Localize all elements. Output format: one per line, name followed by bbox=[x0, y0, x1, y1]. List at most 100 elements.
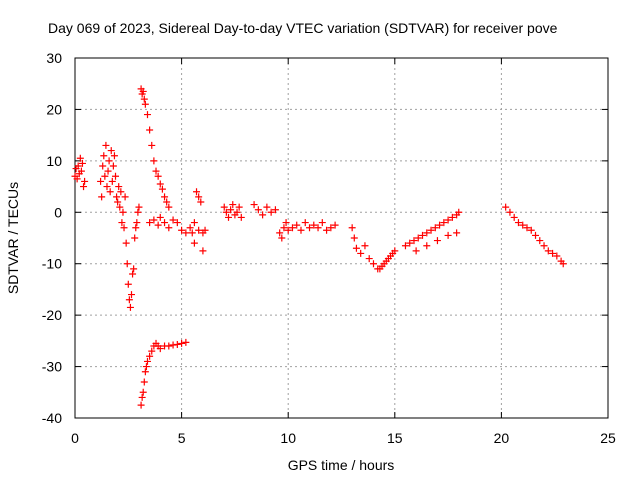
data-point bbox=[120, 224, 128, 232]
data-point bbox=[148, 141, 156, 149]
data-point bbox=[263, 203, 271, 211]
data-point bbox=[559, 260, 567, 268]
data-point bbox=[233, 208, 241, 216]
x-tick-label: 0 bbox=[71, 430, 79, 446]
data-point bbox=[297, 226, 305, 234]
data-point bbox=[301, 219, 309, 227]
data-point bbox=[532, 231, 540, 239]
data-point bbox=[440, 219, 448, 227]
data-point bbox=[182, 338, 190, 346]
data-point bbox=[156, 213, 164, 221]
chart-title: Day 069 of 2023, Sidereal Day-to-day VTE… bbox=[48, 20, 558, 36]
data-point bbox=[78, 159, 86, 167]
data-point bbox=[549, 249, 557, 257]
data-point bbox=[427, 226, 435, 234]
y-tick-label: -40 bbox=[42, 410, 62, 426]
data-point bbox=[76, 154, 84, 162]
data-point bbox=[235, 203, 243, 211]
y-axis-label: SDTVAR / TECUs bbox=[5, 182, 21, 294]
y-tick-label: 30 bbox=[46, 50, 62, 66]
data-point bbox=[365, 255, 373, 263]
data-point bbox=[419, 231, 427, 239]
data-point bbox=[284, 226, 292, 234]
data-point bbox=[195, 193, 203, 201]
data-point bbox=[112, 172, 120, 180]
data-point bbox=[201, 226, 209, 234]
data-point bbox=[433, 237, 441, 245]
data-point bbox=[282, 219, 290, 227]
data-point bbox=[152, 167, 160, 175]
data-point bbox=[544, 247, 552, 255]
data-point bbox=[190, 219, 198, 227]
data-point bbox=[423, 242, 431, 250]
data-point bbox=[143, 111, 151, 119]
data-point bbox=[74, 162, 82, 170]
data-point bbox=[348, 224, 356, 232]
data-point bbox=[137, 401, 145, 409]
data-point bbox=[115, 183, 123, 191]
x-axis-label: GPS time / hours bbox=[288, 457, 395, 473]
y-tick-labels: 30 20 10 0 -10 -20 -30 -40 bbox=[42, 50, 62, 426]
data-point bbox=[406, 239, 414, 247]
data-point bbox=[156, 180, 164, 188]
data-point bbox=[126, 303, 134, 311]
data-point bbox=[536, 237, 544, 245]
data-point bbox=[156, 345, 164, 353]
data-point bbox=[271, 206, 279, 214]
data-point bbox=[410, 237, 418, 245]
data-point bbox=[293, 221, 301, 229]
data-point bbox=[431, 224, 439, 232]
data-point bbox=[199, 247, 207, 255]
data-point bbox=[150, 216, 158, 224]
data-point bbox=[173, 340, 181, 348]
data-point bbox=[357, 249, 365, 257]
data-point bbox=[250, 201, 258, 209]
chart-grid bbox=[75, 58, 608, 418]
x-tick-label: 5 bbox=[178, 430, 186, 446]
data-point bbox=[77, 167, 85, 175]
data-point bbox=[314, 224, 322, 232]
data-point bbox=[276, 229, 284, 237]
x-tick-label: 25 bbox=[600, 430, 616, 446]
y-tick-label: -20 bbox=[42, 307, 62, 323]
data-point bbox=[161, 219, 169, 227]
data-point bbox=[102, 141, 110, 149]
data-point bbox=[444, 216, 452, 224]
data-point bbox=[553, 252, 561, 260]
data-point bbox=[80, 183, 88, 191]
data-point bbox=[237, 213, 245, 221]
data-point bbox=[278, 234, 286, 242]
data-point bbox=[129, 270, 137, 278]
data-point bbox=[173, 219, 181, 227]
data-point bbox=[148, 347, 156, 355]
data-point bbox=[81, 177, 89, 185]
data-point bbox=[436, 221, 444, 229]
data-point bbox=[391, 247, 399, 255]
data-point bbox=[154, 221, 162, 229]
data-point bbox=[225, 213, 233, 221]
data-point bbox=[133, 219, 141, 227]
data-point bbox=[143, 357, 151, 365]
data-point bbox=[514, 219, 522, 227]
data-point bbox=[323, 226, 331, 234]
data-point bbox=[134, 208, 142, 216]
data-point bbox=[99, 162, 107, 170]
data-point bbox=[165, 224, 173, 232]
data-point bbox=[182, 229, 190, 237]
data-point bbox=[98, 193, 106, 201]
data-point bbox=[178, 339, 186, 347]
data-point bbox=[109, 162, 117, 170]
data-point bbox=[254, 206, 262, 214]
data-point bbox=[331, 221, 339, 229]
data-point bbox=[188, 229, 196, 237]
data-point bbox=[288, 224, 296, 232]
data-point bbox=[141, 368, 149, 376]
data-point bbox=[195, 226, 203, 234]
data-point bbox=[453, 229, 461, 237]
data-point bbox=[146, 219, 154, 227]
data-point bbox=[139, 388, 147, 396]
data-point bbox=[131, 234, 139, 242]
data-point bbox=[161, 193, 169, 201]
data-point bbox=[122, 239, 130, 247]
